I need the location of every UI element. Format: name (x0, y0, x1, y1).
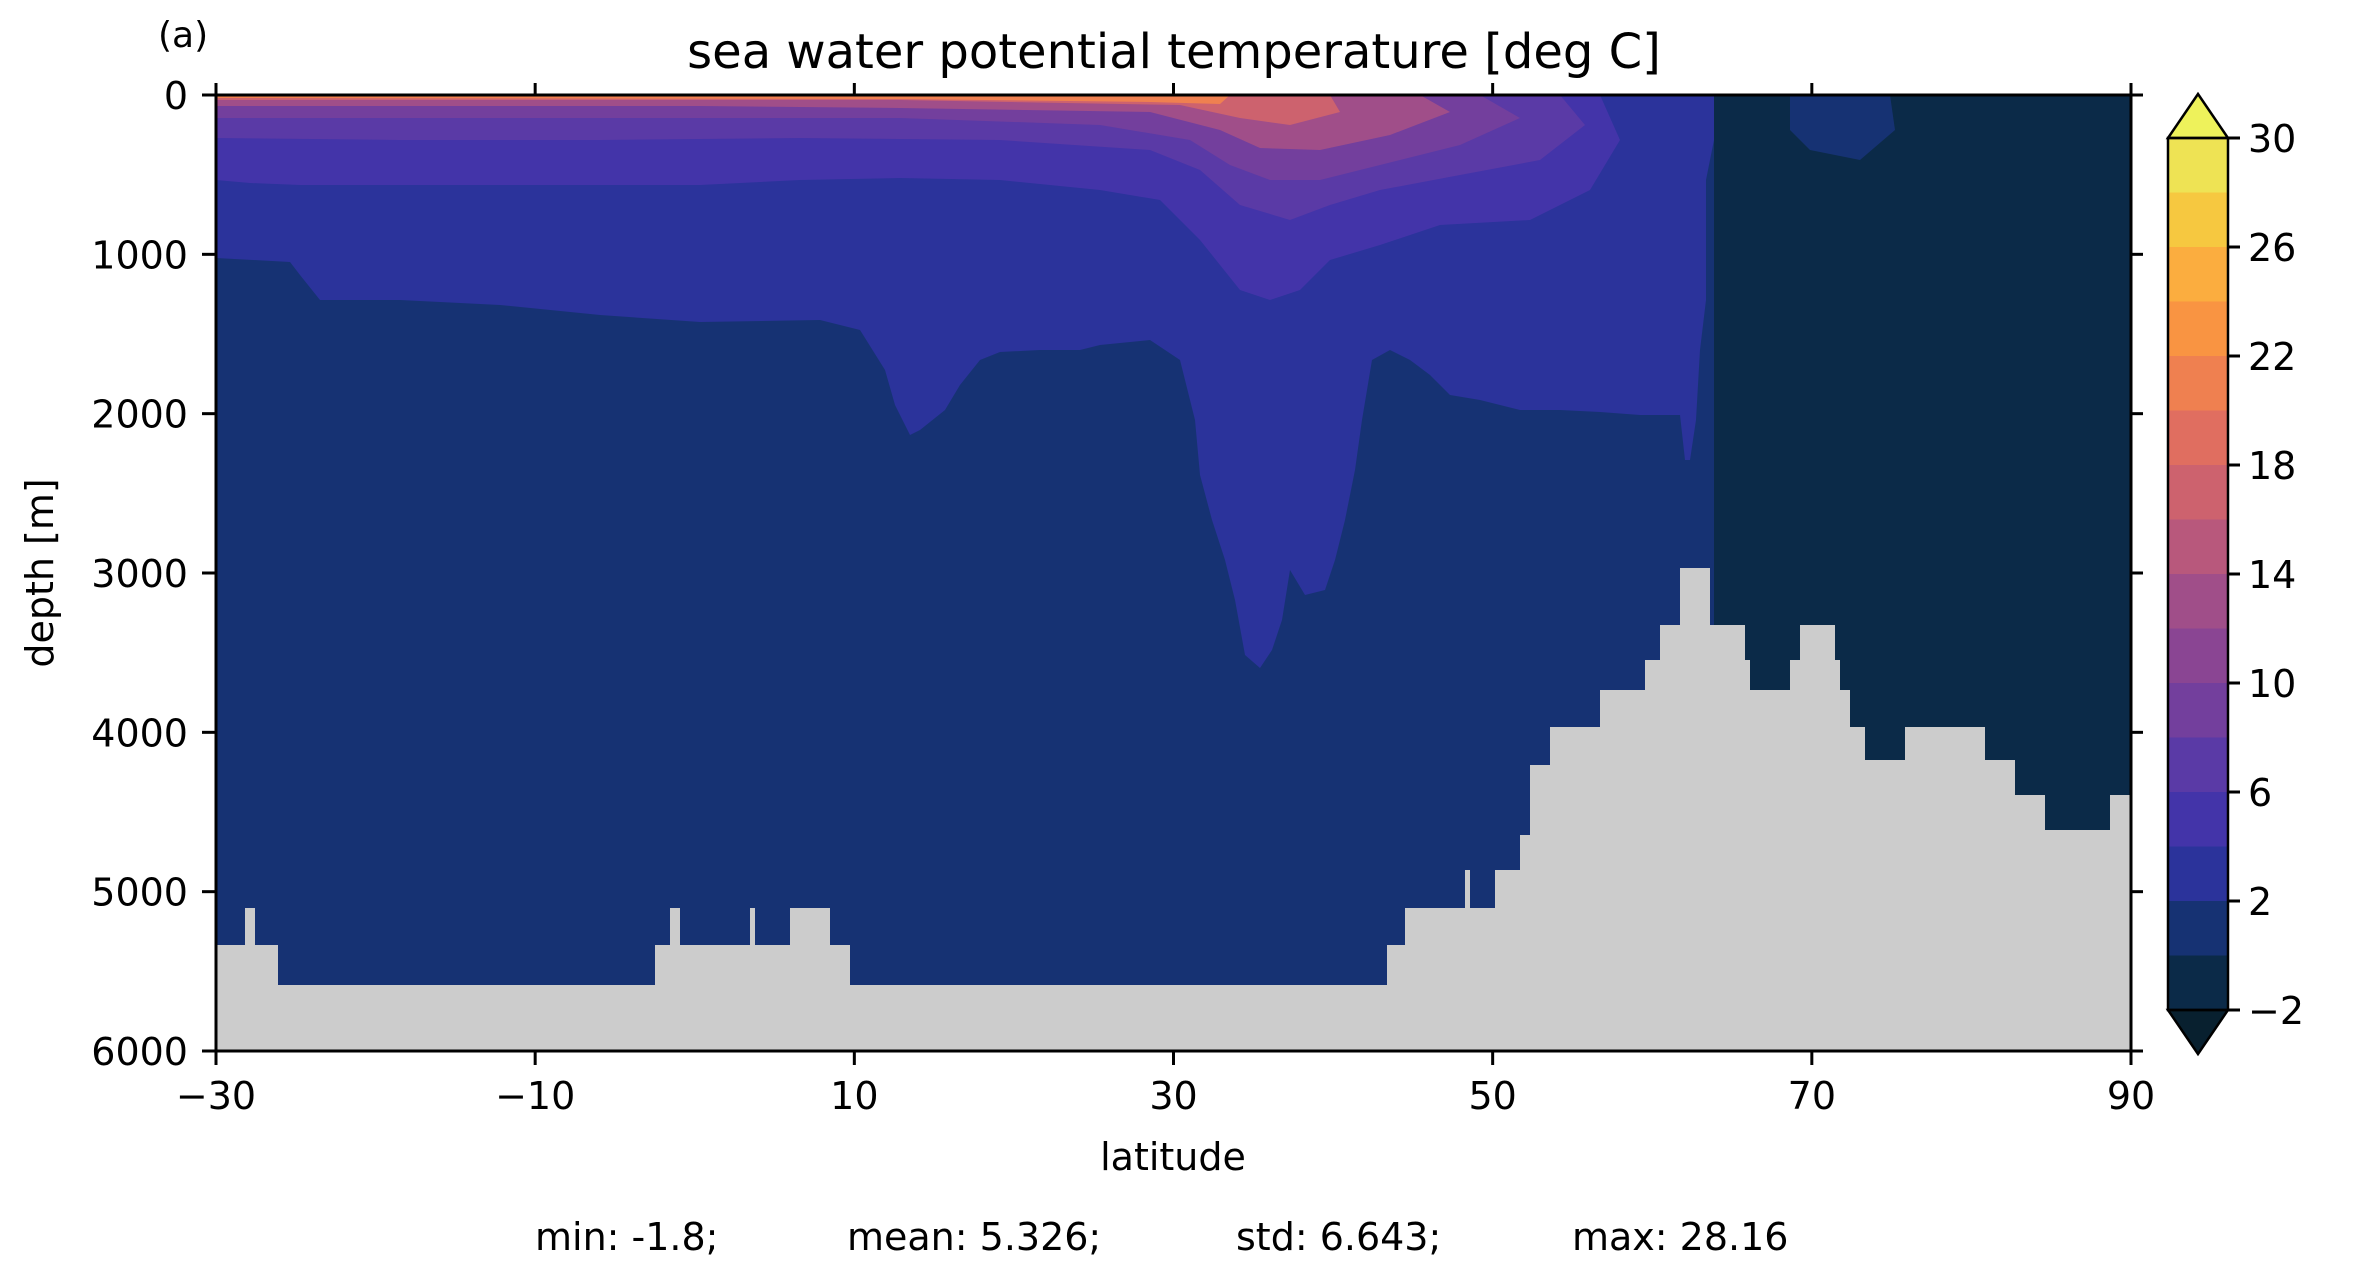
y-axis-label: depth [m] (18, 478, 62, 667)
colorbar-segment (2168, 356, 2228, 411)
thermocline-14-18-band (216, 95, 1450, 150)
y-tick-label: 1000 (91, 233, 188, 277)
land-bathymetry (216, 568, 2131, 1051)
x-tick-label: 50 (1468, 1074, 1516, 1118)
chart-title: sea water potential temperature [deg C] (687, 24, 1661, 80)
colorbar-tick-label: 22 (2248, 335, 2296, 379)
panel-label: (a) (158, 15, 208, 56)
colorbar-segment (2168, 683, 2228, 738)
colorbar-segment (2168, 792, 2228, 847)
colorbar-segment (2168, 192, 2228, 247)
x-tick-label: −30 (176, 1074, 256, 1118)
y-tick-label: 6000 (91, 1030, 188, 1074)
colorbar-segment (2168, 519, 2228, 574)
x-tick-label: 10 (830, 1074, 878, 1118)
surface-22-26-band (216, 95, 1230, 104)
x-tick-label: 70 (1788, 1074, 1836, 1118)
arctic-shelf-water (1790, 95, 1895, 160)
stat-mean: mean: 5.326; (847, 1215, 1101, 1259)
colorbar-segment (2168, 901, 2228, 956)
colorbar-segment (2168, 574, 2228, 629)
y-tick-label: 0 (164, 74, 188, 118)
colorbar-tick-label: 14 (2248, 553, 2296, 597)
colorbar-segment (2168, 410, 2228, 465)
stat-std: std: 6.643; (1236, 1215, 1441, 1259)
colorbar-over-arrow (2165, 91, 2231, 140)
y-tick-label: 5000 (91, 871, 188, 915)
colorbar-tick-label: 30 (2248, 117, 2296, 161)
colorbar-segment (2168, 628, 2228, 683)
colorbar-tick-label: 2 (2248, 880, 2272, 924)
x-tick-label: −10 (495, 1074, 575, 1118)
x-axis: −30 −10 10 30 50 70 90 (176, 83, 2155, 1118)
colorbar-segment (2168, 138, 2228, 193)
colorbar-tick-label: −2 (2248, 989, 2304, 1033)
colorbar-segment (2168, 465, 2228, 520)
y-tick-label: 2000 (91, 393, 188, 437)
colorbar-tick-label: 10 (2248, 662, 2296, 706)
colorbar-segment (2168, 737, 2228, 792)
y-axis: 0 1000 2000 3000 4000 5000 6000 (91, 74, 2143, 1074)
stat-max: max: 28.16 (1572, 1215, 1788, 1259)
x-axis-label: latitude (1100, 1135, 1246, 1179)
plot-area (216, 95, 2131, 1051)
y-tick-label: 3000 (91, 552, 188, 596)
colorbar-segment (2168, 955, 2228, 1010)
y-tick-label: 4000 (91, 711, 188, 755)
stat-min: min: -1.8; (535, 1215, 719, 1259)
x-tick-label: 90 (2107, 1074, 2155, 1118)
colorbar-segment (2168, 846, 2228, 901)
colorbar-under-arrow (2165, 1008, 2231, 1057)
colorbar-tick-label: 18 (2248, 444, 2296, 488)
colorbar-segment (2168, 301, 2228, 356)
colorbar-segment (2168, 247, 2228, 302)
surface-18-22-band (216, 95, 1340, 125)
stats-line: min: -1.8; mean: 5.326; std: 6.643; max:… (535, 1215, 1788, 1259)
colorbar-tick-label: 26 (2248, 226, 2296, 270)
x-tick-label: 30 (1149, 1074, 1197, 1118)
colorbar-tick-label: 6 (2248, 771, 2272, 815)
